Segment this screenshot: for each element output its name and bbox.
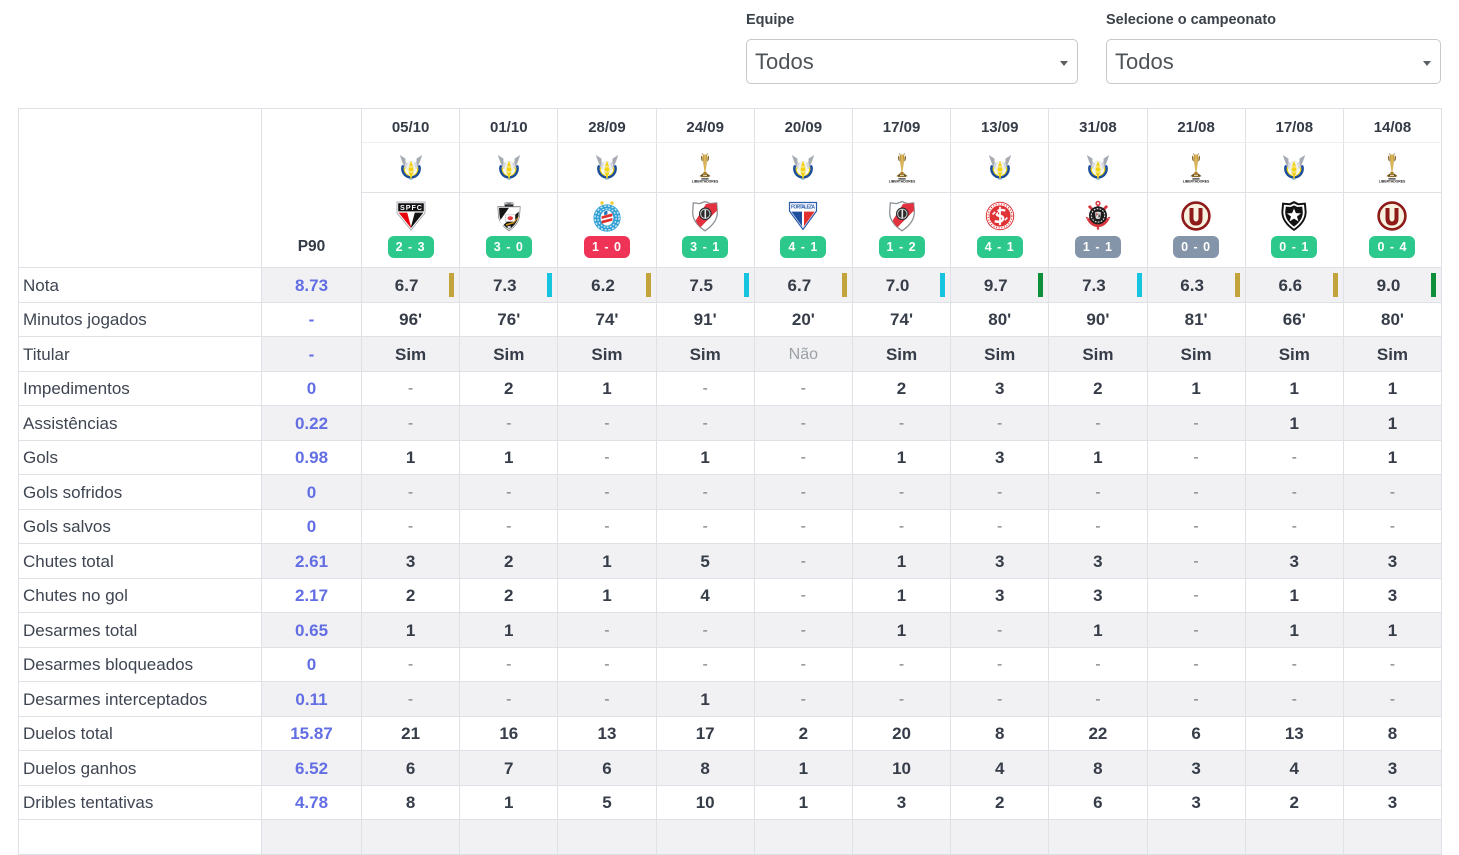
svg-text:LIBERTADORES: LIBERTADORES [692, 179, 719, 182]
svg-text:LIBERTADORES: LIBERTADORES [1379, 179, 1406, 182]
svg-text:SPFC: SPFC [400, 203, 422, 212]
svg-text:FORTALEZA: FORTALEZA [791, 205, 815, 211]
svg-text:LIBERTADORES: LIBERTADORES [888, 179, 915, 182]
svg-text:LIBERTADORES: LIBERTADORES [1183, 179, 1210, 182]
